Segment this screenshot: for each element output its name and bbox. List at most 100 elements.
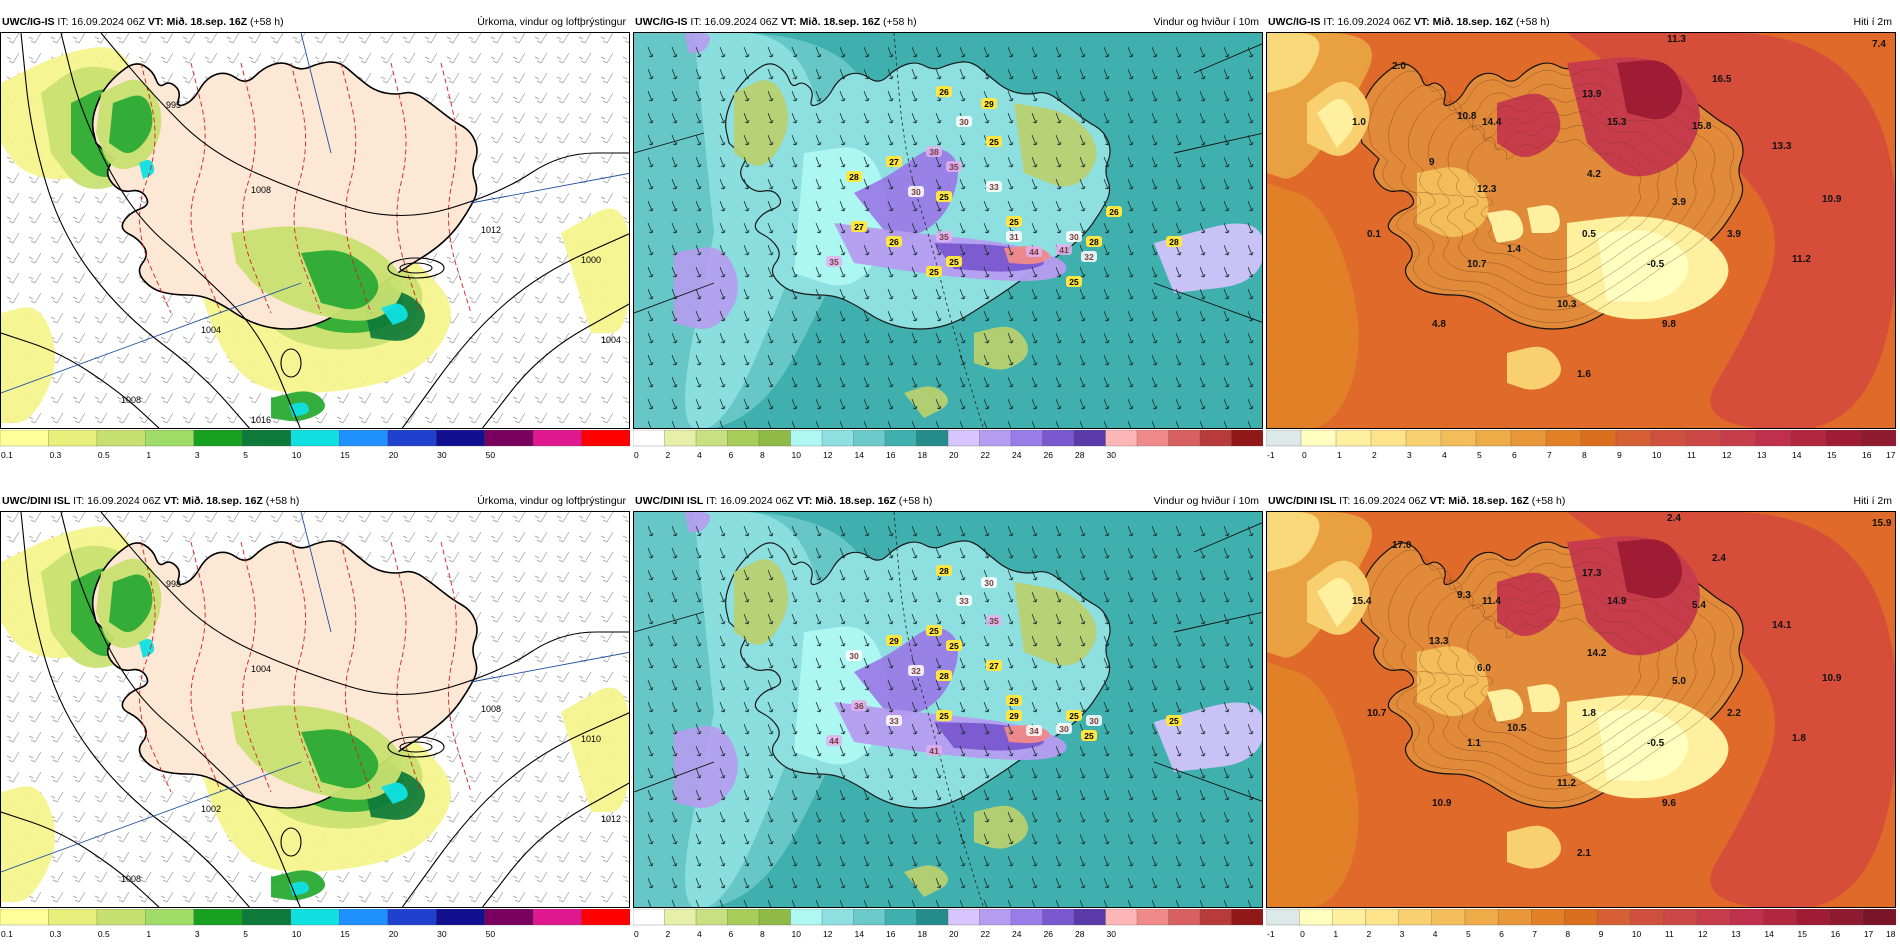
panel-title: Vindur og hviður í 10m: [1153, 495, 1259, 507]
svg-text:29: 29: [984, 99, 994, 109]
precip-colorbar: 0.1 0.3 0.5 1 3 5 10 15 20 30 50: [0, 909, 630, 941]
svg-text:25: 25: [949, 257, 959, 267]
gust-label: 25: [1066, 276, 1082, 287]
colorbar-swatch: [1073, 430, 1107, 447]
isobar-label: 1008: [251, 185, 271, 195]
colorbar-tick: 26: [1044, 929, 1054, 939]
panel-header: UWC/DINI ISL IT: 16.09.2024 06Z VT: Mið.…: [1266, 491, 1896, 511]
colorbar-tick: 0.3: [49, 929, 61, 939]
colorbar-tick: 12: [1722, 450, 1732, 460]
colorbar-swatch: [916, 430, 949, 447]
gust-label: 28: [936, 670, 952, 681]
colorbar-tick: 0.1: [1, 929, 13, 939]
svg-text:30: 30: [849, 651, 859, 661]
wind-map[interactable]: 28 33 30 35 25 25 27 30 29 32 28 29 33 29 36 25 44 41 34 30…: [633, 511, 1263, 908]
wind-area: [1014, 582, 1097, 666]
svg-text:41: 41: [1059, 245, 1069, 255]
temp-label: 4.8: [1432, 319, 1446, 330]
colorbar-swatch: [48, 430, 98, 447]
gust-label: 25: [1006, 216, 1022, 227]
colorbar-tick: 3: [1407, 450, 1412, 460]
wind-area: [974, 326, 1028, 370]
temp-label: 13.3: [1429, 636, 1449, 647]
gust-label: 25: [1166, 715, 1182, 726]
colorbar-swatch: [1136, 909, 1170, 926]
gust-label: 30: [846, 650, 862, 661]
colorbar-tick: 11: [1687, 450, 1696, 460]
colorbar-tick: 8: [760, 929, 765, 939]
colorbar-swatch: [853, 430, 886, 447]
temp-area: [1267, 33, 1320, 93]
temp-label: -0.5: [1647, 259, 1665, 270]
colorbar-swatch: [1531, 909, 1566, 926]
precip-area: [139, 638, 155, 658]
svg-text:41: 41: [929, 746, 939, 756]
colorbar-swatch: [1010, 430, 1044, 447]
colorbar-tick: 13: [1757, 450, 1767, 460]
temp-label: 1.6: [1577, 369, 1591, 380]
gust-label: 25: [926, 625, 942, 636]
colorbar-tick: 28: [1075, 929, 1085, 939]
gust-label: 35: [936, 231, 952, 242]
wind-area: [1014, 103, 1097, 187]
colorbar-tick: 9: [1617, 450, 1622, 460]
temp-map[interactable]: 11.3 2.0 16.5 7.4 13.9 1.0 10.8 14.4 15.3 15.8 13.…: [1266, 32, 1896, 429]
colorbar-tick: 10: [1632, 929, 1642, 939]
wind-area: [854, 628, 958, 722]
colorbar-tick: 17: [1864, 929, 1874, 939]
colorbar-tick: 14: [1792, 450, 1802, 460]
colorbar-swatch: [1398, 909, 1433, 926]
svg-text:29: 29: [889, 636, 899, 646]
svg-text:25: 25: [1169, 716, 1179, 726]
temp-area: [1487, 689, 1524, 722]
colorbar-swatch: [1405, 430, 1442, 447]
colorbar-tick: -1: [1267, 450, 1275, 460]
precip-map[interactable]: 998 1002 1004 1008 1010 1012 1008: [0, 511, 630, 908]
precip-area: [1, 307, 55, 423]
gust-label: 38: [926, 146, 942, 157]
valid-time: VT: Mið. 18.sep. 16Z: [147, 16, 248, 28]
precip-map[interactable]: 995 1004 1008 1012 1000 1004 1008 1016: [0, 32, 630, 429]
colorbar-swatch: [1545, 430, 1582, 447]
temp-label: 7.4: [1872, 39, 1886, 50]
colorbar-swatch: [758, 430, 792, 447]
temp-label: 5.4: [1692, 600, 1706, 611]
gust-label: 44: [1026, 246, 1042, 257]
colorbar-swatch: [242, 909, 292, 926]
colorbar-swatch: [1231, 430, 1263, 447]
colorbar-tick: 14: [1764, 929, 1774, 939]
gust-label: 27: [886, 156, 902, 167]
panel-wind-igis: UWC/IG-IS IT: 16.09.2024 06Z VT: Mið. 18…: [633, 12, 1263, 462]
colorbar-tick: 22: [981, 929, 991, 939]
colorbar-tick: 1: [146, 450, 151, 460]
model-name: UWC/DINI ISL: [635, 495, 704, 507]
svg-text:26: 26: [939, 87, 949, 97]
temp-map[interactable]: 2.4 17.0 2.4 15.9 17.3 15.4 9.3 11.4 14.9 5.4 14.1…: [1266, 511, 1896, 908]
gust-label: 30: [1086, 715, 1102, 726]
colorbar-swatch: [1796, 909, 1831, 926]
colorbar-tick: 16: [1862, 450, 1872, 460]
gust-label: 31: [1006, 231, 1022, 242]
colorbar-tick: 28: [1075, 450, 1085, 460]
temp-label: 1.4: [1507, 244, 1521, 255]
temp-label: 1.8: [1582, 708, 1596, 719]
valid-time: VT: Mið. 18.sep. 16Z: [780, 16, 881, 28]
gust-label: 36: [851, 700, 867, 711]
temp-area: [1487, 210, 1524, 243]
wind-map[interactable]: 26 30 29 25 38 35 33 28 27 30 25 25 26 31 27 35 35 25 44 41…: [633, 32, 1263, 429]
isobar-label: 1008: [481, 704, 501, 714]
svg-text:25: 25: [949, 641, 959, 651]
svg-text:35: 35: [949, 162, 959, 172]
gust-label: 25: [936, 710, 952, 721]
valid-time: VT: Mið. 18.sep. 16Z: [796, 495, 896, 507]
gust-label: 29: [886, 635, 902, 646]
model-name: UWC/IG-IS: [1268, 16, 1321, 28]
colorbar-tick: 15: [340, 929, 350, 939]
colorbar-swatch: [339, 430, 389, 447]
colorbar-tick: 0.1: [1, 450, 13, 460]
colorbar-swatch: [979, 430, 1012, 447]
svg-text:28: 28: [1089, 237, 1099, 247]
svg-text:27: 27: [989, 661, 999, 671]
gust-label: 25: [1066, 710, 1082, 721]
temp-area: [1617, 539, 1682, 599]
